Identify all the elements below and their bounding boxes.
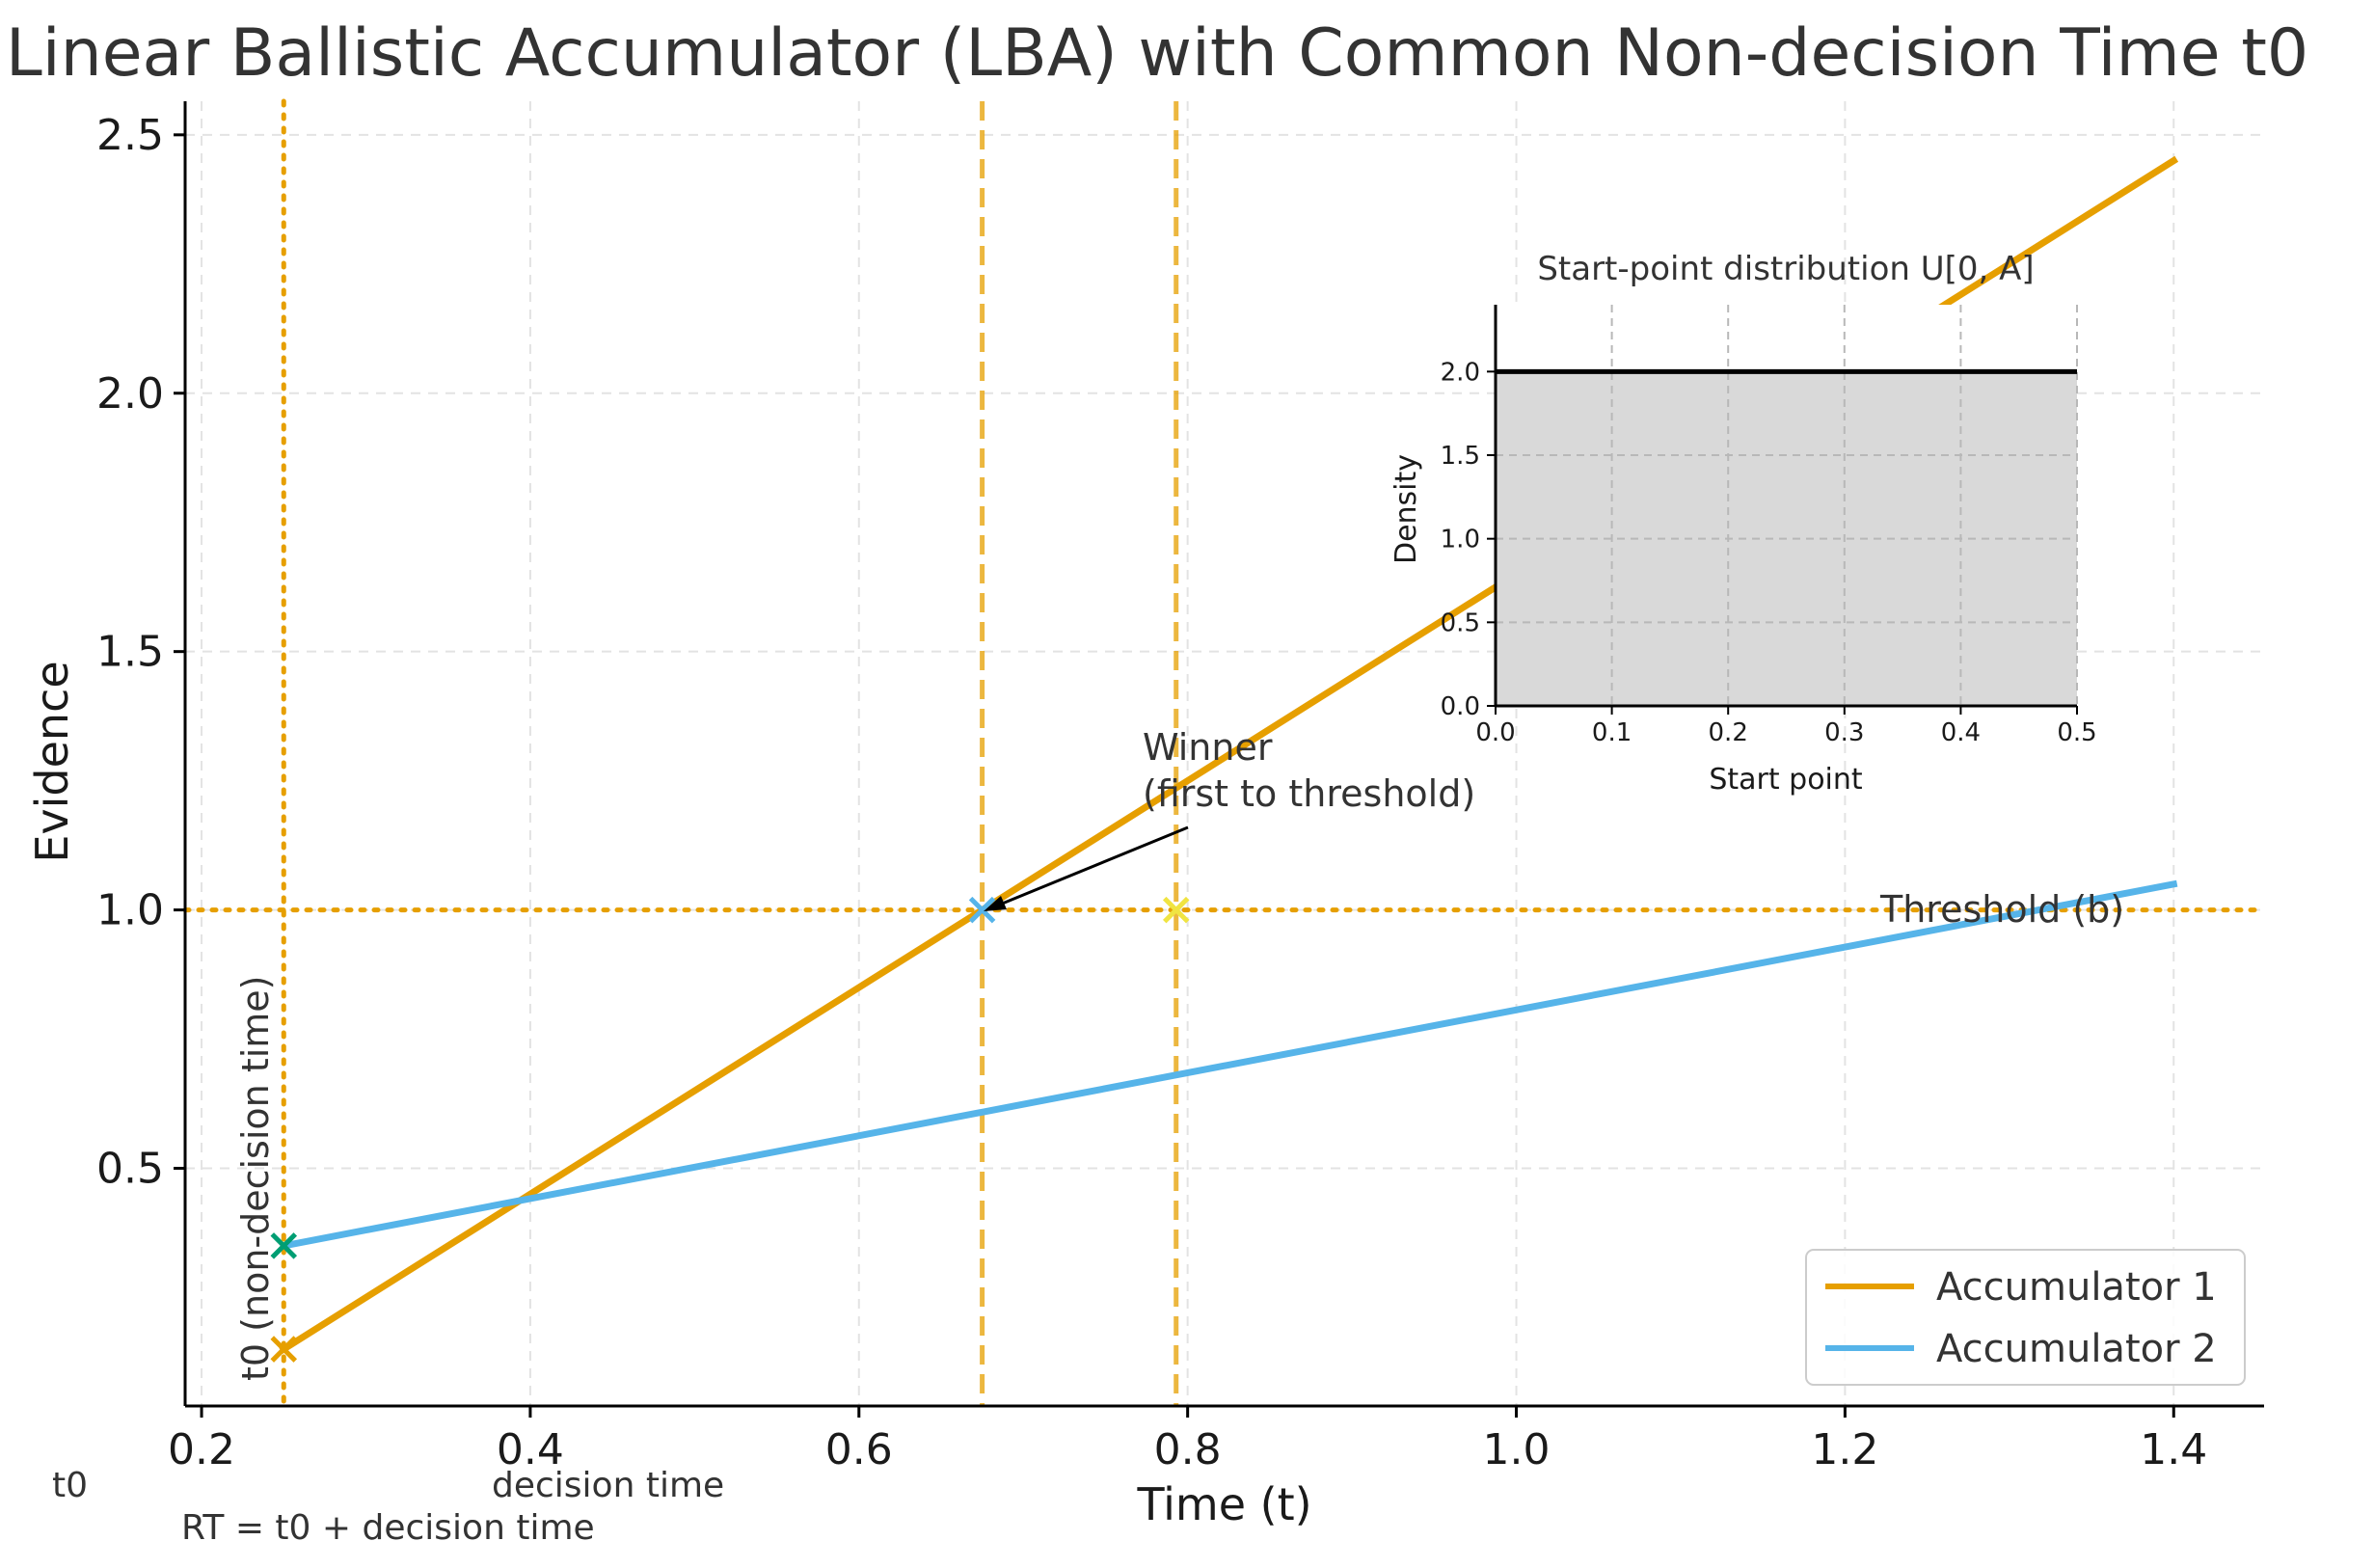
inset-y-tick-label-2: 1.0 [1441, 526, 1480, 554]
main-y-tick-label-4: 2.5 [96, 111, 164, 160]
main-y-tick-label-0: 0.5 [96, 1145, 164, 1194]
x-marker-4 [1162, 896, 1190, 924]
winner-annotation: Winner (first to threshold) [1143, 726, 1475, 815]
inset-y-axis-label: Density [1389, 454, 1423, 564]
x-marker-1 [270, 1336, 298, 1363]
main-x-tick-label-1: 0.4 [497, 1425, 564, 1474]
inset-y-tick-label-0: 0.0 [1441, 692, 1480, 721]
inset-x-tick-label-5: 0.5 [2057, 718, 2096, 747]
main-y-tick-label-1: 1.0 [96, 886, 164, 935]
legend-label-accumulator-2: Accumulator 2 [1936, 1327, 2217, 1371]
footer-t0-label: t0 [52, 1466, 88, 1505]
inset-y-tick-label-4: 2.0 [1441, 358, 1480, 387]
inset-x-tick-label-0: 0.0 [1475, 718, 1515, 747]
main-x-axis-label: Time (t) [1136, 1478, 1311, 1530]
legend-label-accumulator-1: Accumulator 1 [1936, 1265, 2217, 1310]
inset-x-ticks: 0.0 0.1 0.2 0.3 0.4 0.5 [1475, 706, 2097, 747]
winner-annotation-line-1: Winner [1143, 726, 1273, 769]
threshold-label: Threshold (b) [1879, 888, 2124, 931]
main-y-tick-label-3: 2.0 [96, 369, 164, 419]
main-markers [270, 896, 1190, 1363]
inset-x-tick-label-4: 0.4 [1941, 718, 1981, 747]
main-reference-lines [182, 98, 2267, 1409]
winner-annotation-line-2: (first to threshold) [1143, 772, 1475, 815]
footer-decision-time-label: decision time [492, 1466, 724, 1505]
chart-title: Linear Ballistic Accumulator (LBA) with … [6, 15, 2308, 92]
inset-x-axis-label: Start point [1709, 763, 1863, 797]
inset-plot: 0.0 0.1 0.2 0.3 0.4 0.5 0.0 0.5 1.0 1.5 2.0 Start… [1389, 250, 2097, 797]
inset-x-tick-label-1: 0.1 [1592, 718, 1632, 747]
main-y-tick-label-2: 1.5 [96, 628, 164, 677]
main-x-tick-label-2: 0.6 [825, 1425, 893, 1474]
winner-arrow [984, 825, 1189, 911]
x-marker-3 [968, 896, 996, 924]
inset-title: Start-point distribution U[0, A] [1537, 250, 2034, 288]
main-x-ticks: 0.2 0.4 0.6 0.8 1.0 1.2 1.4 [168, 1406, 2207, 1474]
footer-rt-label: RT = t0 + decision time [181, 1508, 595, 1548]
main-x-tick-label-0: 0.2 [168, 1425, 235, 1474]
series-line-accumulator-2 [280, 879, 2178, 1250]
main-x-tick-label-3: 0.8 [1154, 1425, 1222, 1474]
inset-y-tick-label-1: 0.5 [1441, 608, 1480, 637]
main-x-tick-label-6: 1.4 [2140, 1425, 2207, 1474]
legend: Accumulator 1 Accumulator 2 [1805, 1249, 2246, 1386]
inset-y-tick-label-3: 1.5 [1441, 442, 1480, 471]
t0-line-label: t0 (non-decision time) [234, 975, 277, 1381]
inset-x-tick-label-3: 0.3 [1824, 718, 1864, 747]
inset-x-tick-label-2: 0.2 [1709, 718, 1748, 747]
x-marker-2 [270, 1232, 298, 1259]
main-y-ticks: 0.5 1.0 1.5 2.0 2.5 [96, 111, 185, 1194]
main-y-axis-label: Evidence [26, 661, 78, 862]
main-x-tick-label-4: 1.0 [1483, 1425, 1551, 1474]
inset-y-ticks: 0.0 0.5 1.0 1.5 2.0 [1441, 358, 1496, 721]
main-x-tick-label-5: 1.2 [1811, 1425, 1878, 1474]
